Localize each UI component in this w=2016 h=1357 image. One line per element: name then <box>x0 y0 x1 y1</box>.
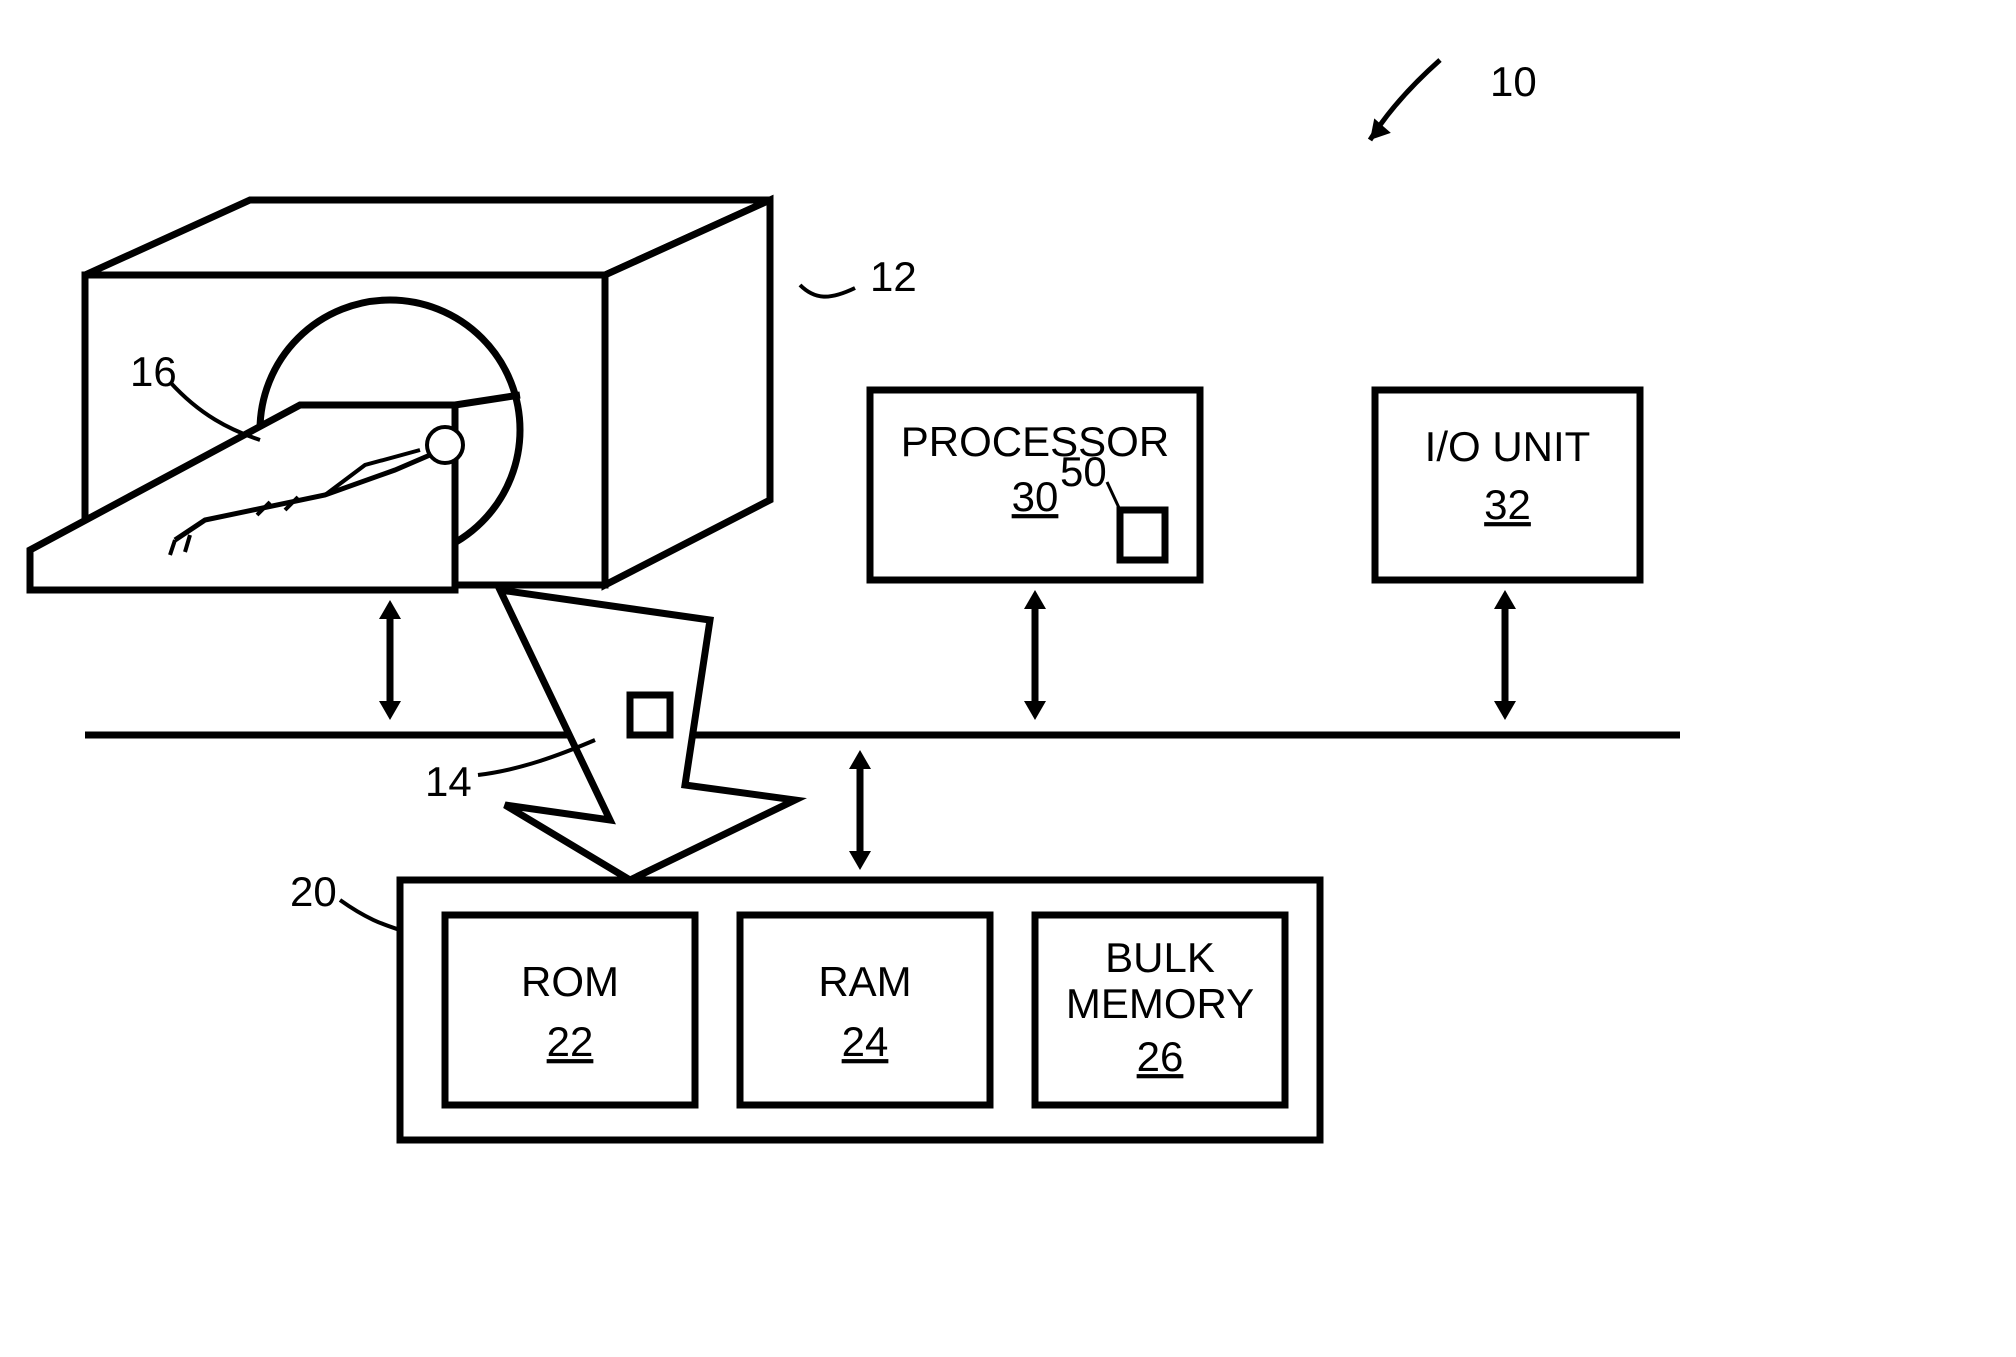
bulk-label1: BULK <box>1105 934 1215 981</box>
rom-number: 22 <box>547 1018 594 1065</box>
ram-box <box>740 915 990 1105</box>
io-number: 32 <box>1484 481 1531 528</box>
big-arrow-ref-number: 14 <box>425 758 472 805</box>
processor-inner-ref-number: 50 <box>1060 448 1107 495</box>
patient-ref-number: 16 <box>130 348 177 395</box>
scanner-ref-number: 12 <box>870 253 917 300</box>
overall-ref-number: 10 <box>1490 58 1537 105</box>
rom-label: ROM <box>521 958 619 1005</box>
bulk-number: 26 <box>1137 1033 1184 1080</box>
processor-number: 30 <box>1012 473 1059 520</box>
big-arrow-inner <box>630 695 670 735</box>
patient-head <box>427 427 463 463</box>
ram-number: 24 <box>842 1018 889 1065</box>
memory-ref-number: 20 <box>290 868 337 915</box>
processor-label: PROCESSOR <box>901 418 1169 465</box>
bulk-label2: MEMORY <box>1066 980 1254 1027</box>
scanner-ref-leader <box>800 285 855 297</box>
memory-ref-leader <box>340 900 400 930</box>
processor-inner-square <box>1120 510 1165 560</box>
rom-box <box>445 915 695 1105</box>
io-label: I/O UNIT <box>1425 423 1591 470</box>
ram-label: RAM <box>818 958 911 1005</box>
